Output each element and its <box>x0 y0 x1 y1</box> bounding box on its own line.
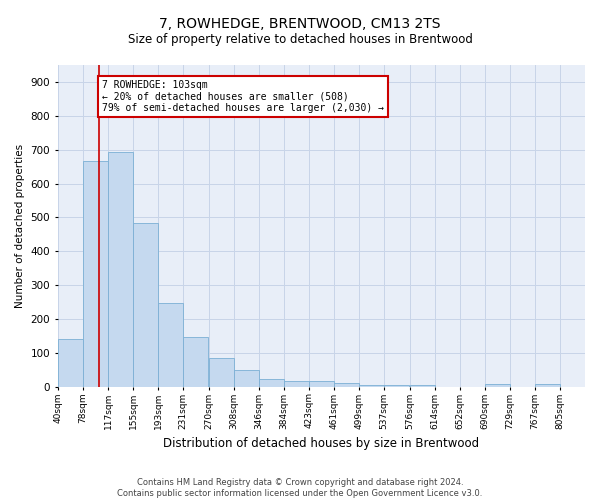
Bar <box>234 370 259 386</box>
X-axis label: Distribution of detached houses by size in Brentwood: Distribution of detached houses by size … <box>163 437 479 450</box>
Text: Contains HM Land Registry data © Crown copyright and database right 2024.
Contai: Contains HM Land Registry data © Crown c… <box>118 478 482 498</box>
Text: 7, ROWHEDGE, BRENTWOOD, CM13 2TS: 7, ROWHEDGE, BRENTWOOD, CM13 2TS <box>159 18 441 32</box>
Bar <box>384 385 409 386</box>
Bar <box>259 379 284 386</box>
Bar <box>133 223 158 386</box>
Bar <box>334 384 359 386</box>
Bar <box>83 160 108 386</box>
Bar <box>485 384 509 386</box>
Bar <box>183 336 208 386</box>
Bar <box>158 302 183 386</box>
Bar <box>535 384 560 386</box>
Bar <box>309 380 334 386</box>
Bar <box>359 385 384 386</box>
Text: Size of property relative to detached houses in Brentwood: Size of property relative to detached ho… <box>128 32 472 46</box>
Text: 7 ROWHEDGE: 103sqm
← 20% of detached houses are smaller (508)
79% of semi-detach: 7 ROWHEDGE: 103sqm ← 20% of detached hou… <box>102 80 384 114</box>
Bar <box>410 385 434 386</box>
Bar <box>58 340 83 386</box>
Bar <box>109 152 133 386</box>
Bar <box>209 358 234 386</box>
Y-axis label: Number of detached properties: Number of detached properties <box>15 144 25 308</box>
Bar <box>284 380 308 386</box>
